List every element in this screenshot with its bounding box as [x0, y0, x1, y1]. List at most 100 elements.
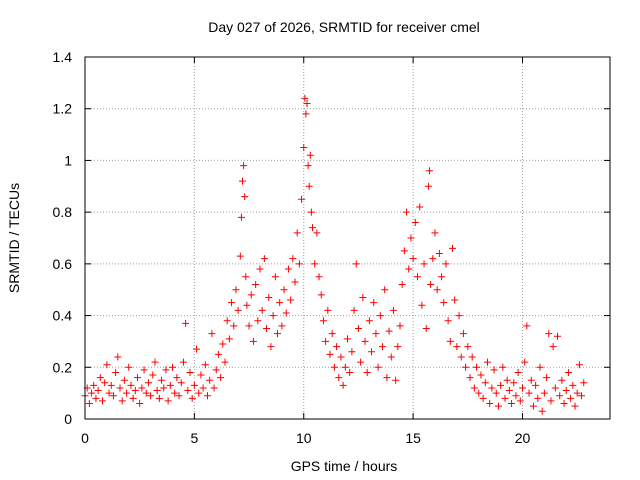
data-point	[350, 306, 358, 314]
data-point	[120, 376, 128, 384]
chart-title: Day 027 of 2026, SRMTID for receiver cme…	[208, 19, 480, 35]
data-point	[302, 110, 310, 118]
data-point	[171, 389, 179, 397]
data-point	[309, 224, 316, 232]
data-point	[477, 371, 485, 379]
data-point	[186, 368, 194, 376]
data-point	[534, 394, 542, 402]
data-points-layer	[81, 94, 588, 415]
data-point	[278, 322, 286, 330]
data-point	[372, 330, 380, 338]
data-point	[90, 381, 98, 389]
data-point	[409, 255, 417, 263]
data-point	[256, 265, 264, 273]
data-point	[426, 167, 434, 175]
data-point	[103, 361, 111, 369]
data-point	[573, 389, 581, 397]
data-point	[112, 368, 120, 376]
data-point	[346, 368, 354, 376]
data-point	[301, 94, 309, 102]
data-point	[532, 381, 540, 389]
data-point	[560, 399, 568, 407]
data-point	[298, 195, 306, 203]
data-point	[242, 273, 250, 281]
data-point	[442, 260, 450, 268]
data-point	[284, 265, 292, 273]
data-point	[105, 389, 113, 397]
data-point	[540, 389, 548, 397]
grid-layer	[85, 57, 610, 419]
data-point	[335, 374, 343, 382]
data-point	[549, 343, 557, 351]
data-point	[525, 389, 533, 397]
data-point	[470, 384, 478, 392]
data-point	[514, 368, 522, 376]
data-point	[234, 306, 242, 314]
data-point	[440, 299, 448, 307]
data-point	[414, 273, 421, 281]
data-point	[304, 162, 312, 170]
data-point	[527, 376, 535, 384]
data-point	[492, 389, 500, 397]
data-point	[543, 374, 551, 382]
data-point	[359, 293, 367, 301]
data-point	[324, 306, 332, 314]
data-point	[580, 379, 588, 387]
data-point	[164, 397, 172, 405]
data-point	[94, 387, 102, 395]
data-point	[422, 325, 430, 332]
data-point	[88, 389, 96, 397]
data-point	[449, 244, 456, 252]
y-tick-label: 0.2	[53, 359, 73, 375]
plot-frame	[84, 56, 611, 420]
data-point	[429, 255, 437, 263]
data-point	[508, 399, 516, 407]
x-tick-label: 10	[296, 430, 312, 446]
data-point	[305, 182, 313, 190]
data-point	[190, 381, 198, 389]
data-point	[341, 363, 349, 371]
data-point	[376, 312, 384, 320]
data-point	[558, 376, 566, 384]
data-point	[411, 218, 419, 226]
data-point	[339, 381, 347, 389]
data-point	[479, 394, 487, 402]
data-point	[499, 363, 507, 371]
data-point	[247, 291, 255, 299]
data-point	[453, 343, 461, 351]
y-tick-label: 1	[64, 152, 72, 168]
data-point	[333, 343, 341, 351]
data-point	[473, 363, 481, 371]
data-point	[311, 260, 319, 268]
data-point	[96, 374, 104, 382]
data-point	[556, 392, 564, 400]
x-tick-label: 5	[190, 430, 198, 446]
data-point	[107, 381, 115, 389]
data-point	[85, 399, 93, 407]
data-point	[118, 397, 126, 405]
data-point	[571, 402, 579, 410]
data-point	[249, 337, 257, 345]
data-point	[424, 182, 432, 190]
data-point	[188, 394, 196, 402]
data-point	[370, 299, 378, 307]
data-point	[254, 317, 262, 325]
data-point	[403, 208, 411, 216]
data-point	[488, 384, 496, 392]
data-point	[459, 330, 467, 338]
data-point	[575, 361, 583, 369]
data-point	[365, 317, 373, 325]
data-point	[551, 384, 559, 392]
data-point	[523, 322, 531, 330]
data-point	[490, 366, 498, 374]
data-point	[567, 394, 575, 402]
data-point	[173, 374, 181, 382]
data-point	[291, 278, 299, 286]
data-point	[475, 389, 483, 397]
data-point	[140, 366, 148, 374]
data-point	[521, 358, 529, 366]
data-point	[562, 387, 570, 395]
data-point	[344, 335, 351, 343]
data-point	[431, 229, 439, 237]
data-point	[435, 250, 443, 258]
